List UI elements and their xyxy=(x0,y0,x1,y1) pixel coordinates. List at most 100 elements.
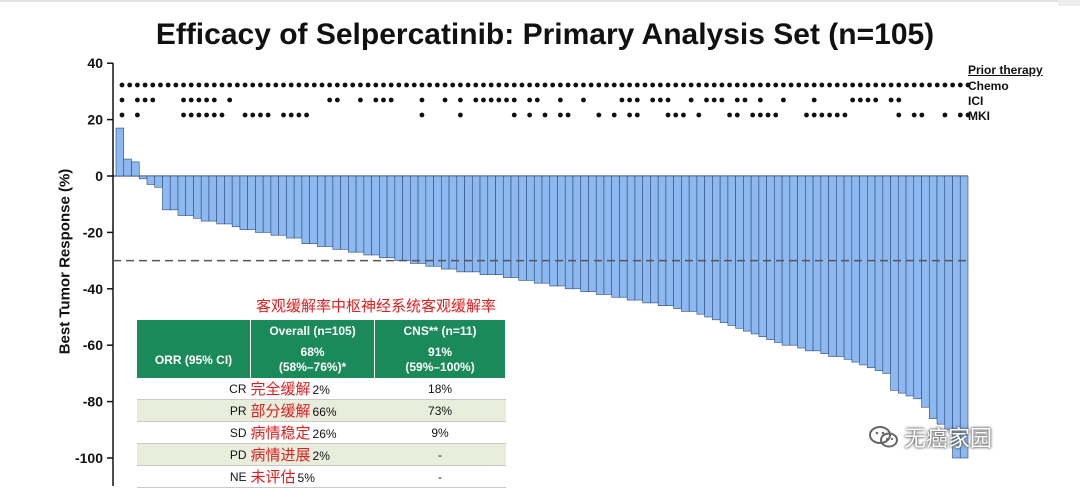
prior-therapy-dot xyxy=(288,82,294,88)
prior-therapy-dot xyxy=(657,97,663,103)
prior-therapy-dot xyxy=(188,112,194,118)
prior-therapy-dot xyxy=(711,82,717,88)
prior-therapy-dot xyxy=(211,97,217,103)
bar xyxy=(162,175,171,211)
prior-therapy-dot xyxy=(634,97,640,103)
row-code: PD xyxy=(137,443,251,466)
prior-therapy-dot xyxy=(596,82,602,88)
prior-therapy-dot xyxy=(957,112,963,118)
prior-therapy-dot xyxy=(358,82,363,88)
prior-therapy-dot xyxy=(334,82,340,88)
prior-therapy-dot xyxy=(865,97,871,103)
row-overall-value: 2% xyxy=(312,383,330,397)
y-axis-label: Best Tumor Response (%) xyxy=(56,168,74,355)
prior-therapy-dot xyxy=(365,82,371,88)
bar xyxy=(502,175,512,278)
prior-therapy-label-ici: ICI xyxy=(968,94,984,108)
bar xyxy=(549,175,558,287)
bar xyxy=(944,175,953,431)
prior-therapy-dot xyxy=(834,82,840,88)
table-row-cr: CR 完全缓解 2% 18% xyxy=(137,378,506,400)
prior-therapy-dot xyxy=(334,97,340,103)
prior-therapy-dot xyxy=(234,82,240,88)
bar xyxy=(836,175,845,357)
prior-therapy-dot xyxy=(173,82,179,88)
prior-therapy-dot xyxy=(304,112,309,118)
prior-therapy-dot xyxy=(557,97,563,103)
table-header-overall: Overall (n=105) xyxy=(250,320,376,342)
prior-therapy-dot xyxy=(119,97,125,103)
prior-therapy-dot xyxy=(250,112,256,118)
prior-therapy-dot xyxy=(119,112,125,118)
bar xyxy=(433,175,442,267)
table-row-sd: SD 病情稳定 26% 9% xyxy=(137,421,506,444)
prior-therapy-dot xyxy=(942,112,948,118)
prior-therapy-dot xyxy=(134,97,140,103)
prior-therapy-dot xyxy=(419,112,425,118)
prior-therapy-dot xyxy=(188,82,194,88)
bar xyxy=(123,158,132,177)
bar xyxy=(131,161,140,177)
prior-therapy-dot xyxy=(458,97,463,103)
row-chinese-label: 未评估 xyxy=(250,468,296,486)
prior-therapy-dot xyxy=(873,97,879,103)
prior-therapy-dot xyxy=(765,112,771,118)
prior-therapy-dot xyxy=(804,112,809,118)
prior-therapy-dot xyxy=(557,82,563,88)
bar xyxy=(324,175,334,247)
prior-therapy-dot xyxy=(957,82,963,88)
bar xyxy=(805,175,814,352)
prior-therapy-dot xyxy=(781,97,786,103)
y-tick-label: -80 xyxy=(83,394,103,410)
prior-therapy-dot xyxy=(534,82,540,88)
bar xyxy=(200,175,210,222)
prior-therapy-dot xyxy=(565,82,571,88)
prior-therapy-dot xyxy=(165,82,171,88)
prior-therapy-dot xyxy=(427,82,433,88)
prior-therapy-dot xyxy=(288,112,294,118)
prior-therapy-dot xyxy=(219,82,225,88)
prior-therapy-dot xyxy=(442,97,448,103)
prior-therapy-dot xyxy=(481,97,486,103)
prior-therapy-dot xyxy=(604,82,609,88)
prior-therapy-dot xyxy=(119,82,125,88)
row-overall-cell: 部分缓解 66% xyxy=(250,399,375,422)
row-chinese-label: 完全缓解 xyxy=(250,380,311,398)
prior-therapy-dot xyxy=(188,97,194,103)
bar xyxy=(185,175,194,216)
prior-therapy-dot xyxy=(757,82,763,88)
prior-therapy-dot xyxy=(842,112,848,118)
row-cns-value: - xyxy=(374,443,506,466)
bar xyxy=(735,175,744,329)
bar xyxy=(471,175,481,273)
bar xyxy=(936,175,946,425)
bar xyxy=(154,175,163,188)
prior-therapy-dot xyxy=(827,112,832,118)
prior-therapy-dot xyxy=(927,82,932,88)
bar xyxy=(750,175,760,335)
prior-therapy-dot xyxy=(865,82,871,88)
prior-therapy-dot xyxy=(811,82,817,88)
bar xyxy=(278,175,287,236)
prior-therapy-dot xyxy=(673,82,679,88)
bar xyxy=(231,175,241,228)
prior-therapy-dot xyxy=(704,82,709,88)
prior-therapy-dot xyxy=(219,112,225,118)
prior-therapy-dot xyxy=(796,82,802,88)
bar xyxy=(425,175,434,267)
row-overall-cell: 未评估 5% xyxy=(250,465,375,488)
prior-therapy-dot xyxy=(627,82,632,88)
prior-therapy-dot xyxy=(473,82,479,88)
bar xyxy=(650,175,659,304)
bar xyxy=(456,175,465,273)
row-overall-cell: 病情稳定 26% xyxy=(250,421,375,444)
bar xyxy=(867,175,876,369)
prior-therapy-dot xyxy=(458,112,463,118)
bar xyxy=(115,127,125,177)
bar xyxy=(812,175,822,352)
prior-therapy-dot xyxy=(911,82,917,88)
prior-therapy-dot xyxy=(511,97,517,103)
prior-therapy-dot xyxy=(481,82,486,88)
prior-therapy-dot xyxy=(488,97,494,103)
orr-cns: 91% (59%–100%) xyxy=(374,342,506,378)
